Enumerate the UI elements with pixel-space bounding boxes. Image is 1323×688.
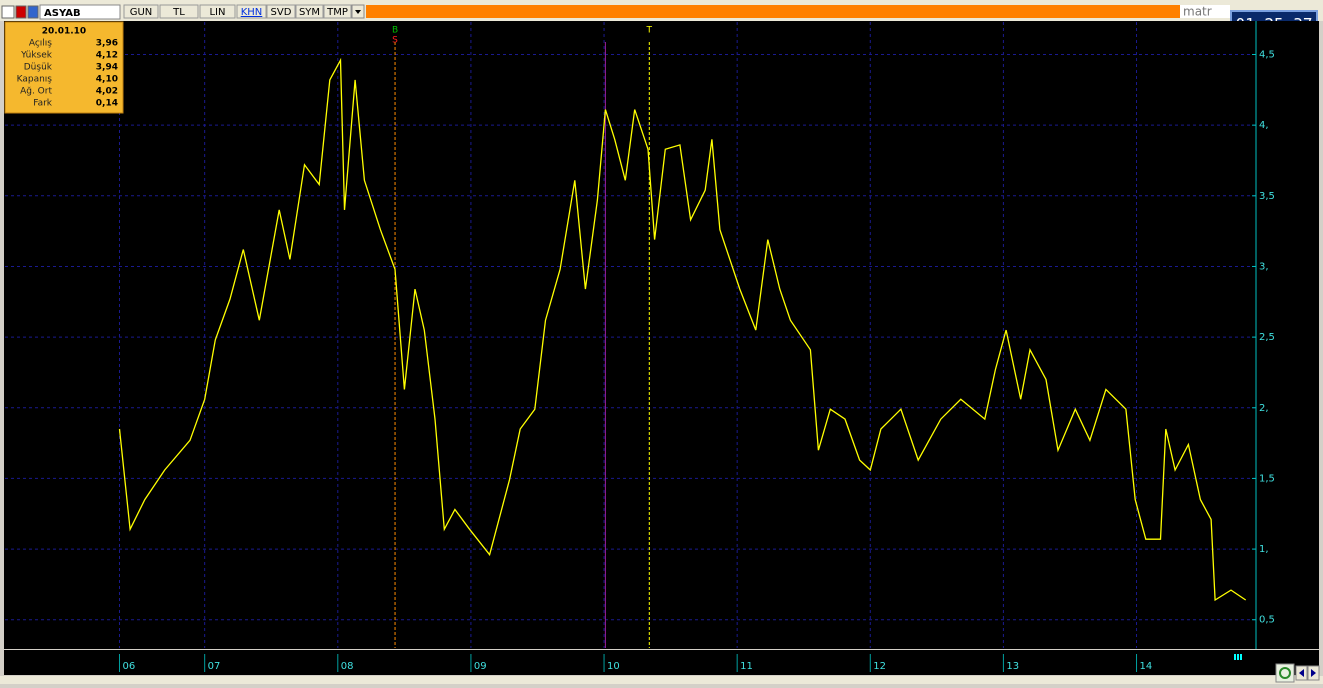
refresh-icon [1279, 667, 1291, 679]
info-value: 4,10 [96, 75, 118, 85]
info-label: Düşük [24, 63, 53, 73]
logo-box [1180, 5, 1230, 18]
arrow-left [1299, 669, 1304, 677]
y-tick-label: 3,5 [1259, 191, 1275, 202]
dropdown-arrow [355, 10, 361, 14]
info-date: 20.01.10 [42, 27, 86, 37]
y-tick-label: 0,5 [1259, 615, 1275, 626]
info-box [4, 21, 124, 114]
info-label: Yüksek [20, 51, 53, 61]
info-value: 4,02 [96, 87, 118, 97]
y-tick-label: 1, [1259, 544, 1269, 555]
scroll-marker [1240, 654, 1242, 660]
info-label: Fark [33, 99, 53, 109]
y-tick-label: 4,5 [1259, 50, 1275, 61]
toolbar-button-label: SVD [271, 7, 292, 18]
info-value: 4,12 [96, 51, 118, 61]
arrow-right [1311, 669, 1316, 677]
x-tick-label: 13 [1006, 661, 1019, 672]
toolbar-button-label: SYM [299, 7, 320, 18]
y-tick-label: 2,5 [1259, 332, 1275, 343]
info-label: Açılış [29, 39, 52, 49]
button-group: GUN TL LIN KHN SVD SYM TMP [123, 4, 352, 19]
info-value: 3,94 [96, 63, 118, 73]
logo: matr [1183, 5, 1212, 19]
toolbar-button[interactable] [236, 4, 267, 19]
x-tick-label: 14 [1140, 661, 1153, 672]
y-tick-label: 2, [1259, 403, 1269, 414]
toolbar-button-label: GUN [130, 7, 153, 18]
status-bar [0, 676, 1323, 684]
info-value: 0,14 [96, 99, 118, 109]
scroll-marker [1237, 654, 1239, 660]
toolbar-button[interactable] [266, 4, 296, 19]
info-label: Kapanış [17, 75, 53, 85]
x-tick-label: 11 [740, 661, 753, 672]
info-rows: Açılış 3,96 Yüksek 4,12 Düşük 3,94 Kapanış 4,10… [17, 39, 118, 109]
x-tick-label: 06 [122, 661, 135, 672]
toolbar-button-label: LIN [209, 7, 225, 18]
event-label: S [392, 36, 398, 46]
refresh-button[interactable] [1275, 663, 1295, 683]
toolbar-button[interactable] [295, 4, 324, 19]
x-tick-label: 10 [607, 661, 620, 672]
symbol: ASYAB [44, 8, 81, 19]
orange-bar [366, 5, 1180, 18]
x-tick-label: 12 [873, 661, 886, 672]
toolbar-button-label: KHN [241, 7, 263, 18]
toolbar-button[interactable] [159, 4, 199, 19]
icon[interactable] [1, 5, 15, 19]
icon[interactable] [27, 5, 39, 19]
event-label: B [392, 26, 398, 36]
info-value: 3,96 [96, 39, 118, 49]
symbol-box[interactable] [39, 4, 121, 20]
toolbar-button[interactable] [123, 4, 159, 19]
toolbar-button[interactable] [199, 4, 236, 19]
toolbar-button-label: TMP [326, 7, 348, 18]
x-tick-label: 07 [208, 661, 221, 672]
x-axis-area [4, 650, 1319, 675]
toolbar-button-label: TL [172, 7, 185, 18]
toolbar-button[interactable] [323, 4, 352, 19]
y-tick-label: 1,5 [1259, 473, 1275, 484]
chart: 4,5 4, 3,5 3, 2,5 2, 1,5 1, 0,5 06 07 08 09 10 11 12 13 1… [5, 22, 1275, 672]
plot-area [4, 21, 1256, 649]
y-tick-label: 3, [1259, 261, 1269, 272]
price-line [118, 57, 1247, 602]
event-label: T [646, 26, 653, 36]
icon[interactable] [15, 5, 27, 19]
y-axis-area [1256, 21, 1319, 649]
x-tick-label: 08 [341, 661, 354, 672]
info-label: Ağ. Ort [20, 87, 52, 97]
x-tick-label: 09 [474, 661, 487, 672]
scroll-marker [1234, 654, 1236, 660]
y-tick-label: 4, [1259, 120, 1269, 131]
